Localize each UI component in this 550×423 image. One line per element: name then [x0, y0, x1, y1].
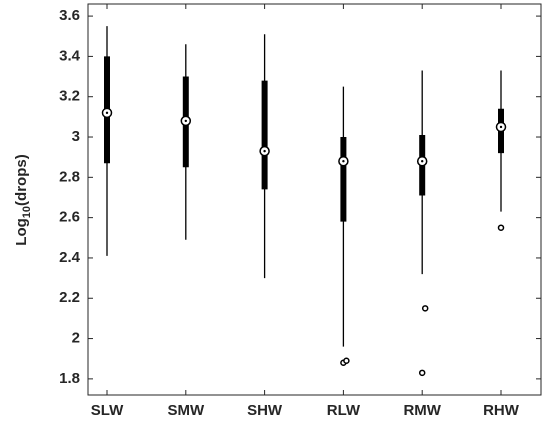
y-tick-label: 3.4 [59, 47, 81, 64]
y-tick-label: 2.6 [59, 209, 80, 226]
y-tick-label: 2.4 [59, 249, 81, 266]
median-dot [499, 125, 503, 129]
y-tick-label: 3.2 [59, 88, 80, 105]
x-tick-label: RMW [403, 402, 441, 419]
x-tick-label: SMW [167, 402, 205, 419]
y-tick-label: 1.8 [59, 370, 80, 387]
axes-frame [87, 3, 542, 396]
y-tick-label: 2.8 [59, 168, 80, 185]
x-tick-label: RLW [327, 402, 361, 419]
outlier [421, 305, 429, 312]
y-tick-label: 2.2 [59, 289, 80, 306]
x-tick-label: SHW [247, 402, 283, 419]
y-label-rest: (drops) [13, 154, 30, 206]
y-tick-label: 2 [72, 330, 80, 347]
outlier [497, 224, 505, 231]
x-tick-label: RHW [483, 402, 520, 419]
y-tick-label: 3.6 [59, 7, 80, 24]
y-axis-label: Log10(drops) [13, 154, 33, 245]
median-dot [342, 160, 345, 163]
median-dot [421, 160, 424, 163]
y-label-subscript: 10 [21, 206, 33, 218]
outlier [418, 369, 426, 377]
median-dot [105, 111, 109, 115]
outlier [343, 357, 350, 364]
median-dot [263, 149, 266, 153]
x-tick-label: SLW [91, 402, 124, 419]
y-label-main: Log [13, 218, 30, 246]
median-dot [184, 119, 187, 123]
y-tick-label: 3 [72, 128, 80, 145]
